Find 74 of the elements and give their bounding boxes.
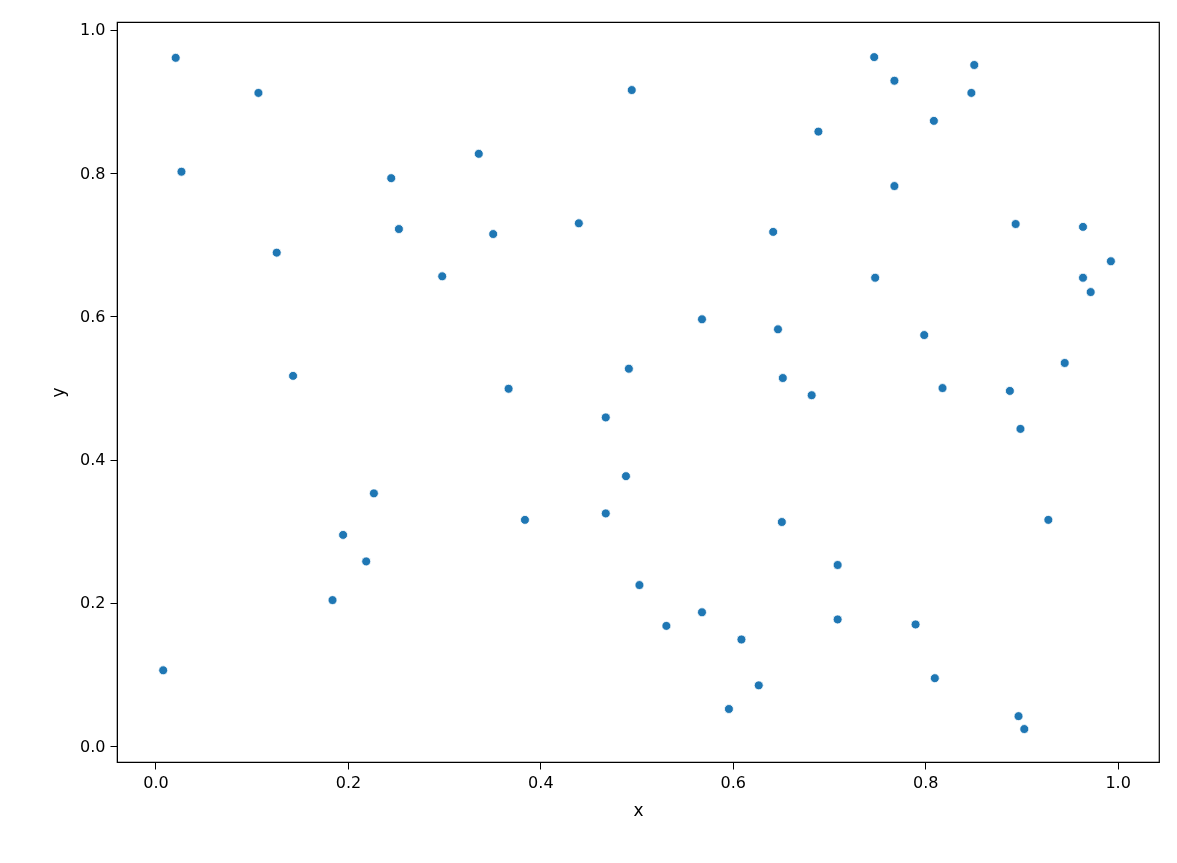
point [600,508,611,519]
point [338,530,348,540]
point [870,272,881,283]
point [437,271,448,282]
y-tick-label: 0.0 [80,736,106,756]
point [1059,358,1070,368]
x-tick-label: 0.0 [143,772,169,792]
point [1106,256,1116,267]
point [773,324,783,335]
point [889,181,900,191]
point [661,621,672,631]
point [1085,287,1096,297]
point [753,680,764,691]
point [573,218,584,229]
point [806,390,817,401]
point [394,224,404,234]
y-tick-label: 0.4 [80,450,106,470]
point [600,412,611,423]
point [176,166,187,177]
point [170,52,181,63]
point [1010,219,1021,229]
x-tick-label: 1.0 [1105,772,1131,792]
point [520,515,530,525]
point [813,126,824,137]
point [724,704,734,714]
x-tick-label: 0.6 [720,772,746,792]
x-axis-title: x [633,799,644,820]
point [361,556,372,567]
point [969,60,980,70]
point [634,580,645,590]
point [369,488,379,499]
point [1019,724,1030,734]
point [1078,222,1088,232]
point [1043,515,1054,525]
x-tick-label: 0.2 [335,772,362,792]
x-tick-label: 0.8 [912,772,939,792]
point [158,665,169,676]
point [910,619,921,630]
point [386,173,397,184]
point [253,88,264,98]
point [937,383,948,393]
point [777,373,788,383]
point [697,607,707,618]
point [736,634,747,645]
y-axis-title: y [48,387,69,398]
point [1013,711,1024,722]
point [776,517,787,527]
point [919,330,930,340]
point [768,227,779,237]
point [1015,424,1026,434]
point [1005,386,1015,396]
point [697,314,707,325]
point [929,673,940,684]
point [832,614,843,625]
y-tick-label: 0.8 [80,163,106,183]
point [473,148,484,159]
point [626,85,637,95]
point [488,229,499,239]
point [503,383,514,394]
point [869,52,880,62]
y-tick-label: 0.2 [80,593,106,613]
point [1078,272,1088,283]
x-tick-label: 0.4 [528,772,554,792]
point [288,371,298,381]
point [966,88,977,98]
point [928,115,939,126]
point [271,247,282,258]
point [623,363,634,374]
point [832,560,843,570]
point [889,75,900,86]
point [327,595,338,605]
y-tick-label: 1.0 [80,20,106,40]
y-tick-label: 0.6 [80,306,106,326]
point [621,471,631,482]
